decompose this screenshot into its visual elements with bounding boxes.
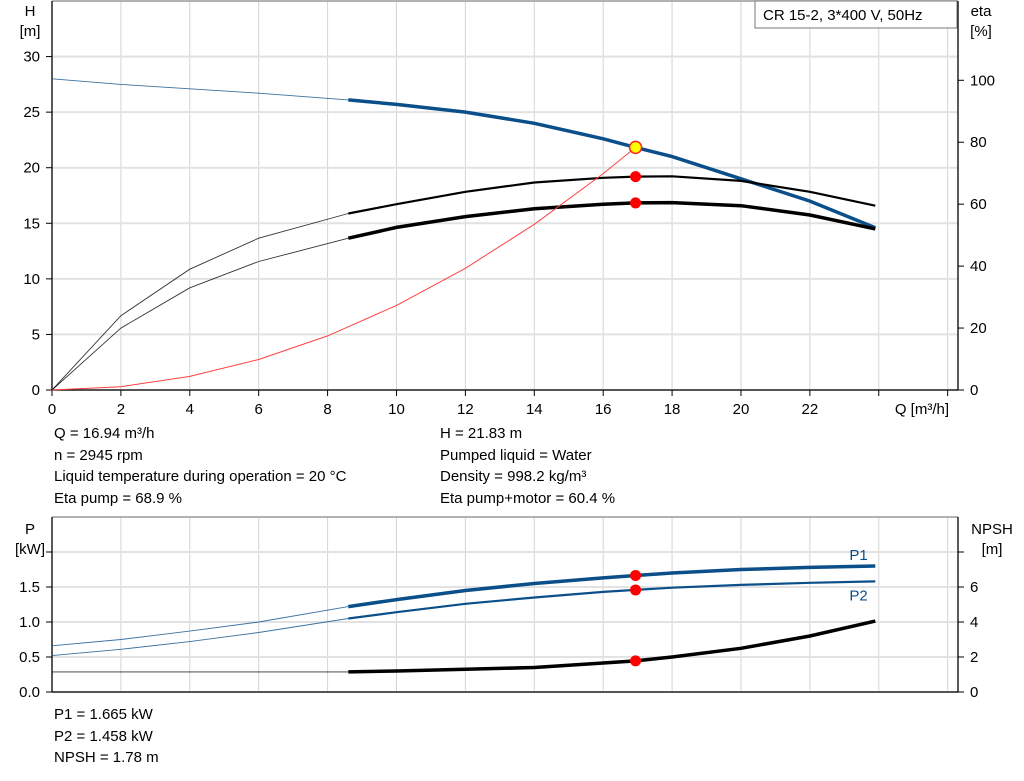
x-tick-label: 16 — [595, 401, 612, 418]
y-tick-label: 1.5 — [19, 579, 40, 596]
y2-tick-label: 40 — [970, 258, 987, 275]
series-eta_pump_motor-extended — [51, 237, 349, 391]
series-NPSH — [348, 619, 876, 674]
info-bottom: P1 = 1.665 kW P2 = 1.458 kW NPSH = 1.78 … — [54, 704, 159, 769]
y2-tick-label: 80 — [970, 134, 987, 151]
series-label-P2: P2 — [849, 587, 867, 604]
y2-tick-label: 100 — [970, 72, 995, 89]
info-eta-pump: Eta pump = 68.9 % — [54, 489, 182, 507]
x-tick-label: 0 — [48, 401, 56, 418]
info-q: Q = 16.94 m³/h — [54, 425, 155, 442]
y-axis-label: H — [25, 3, 36, 20]
y2-axis-label: NPSH — [971, 521, 1013, 538]
info-right: H = 21.83 m Pumped liquid = Water Densit… — [440, 423, 615, 509]
y-tick-label: 1.0 — [19, 614, 40, 631]
y-tick-label: 10 — [23, 271, 40, 288]
duty-point-npsh — [630, 655, 642, 667]
y-tick-label: 5 — [32, 326, 40, 343]
y-tick-label: 15 — [23, 215, 40, 232]
x-tick-label: 20 — [733, 401, 750, 418]
series-eta_pump-extended — [51, 213, 349, 391]
y-tick-label: 0.5 — [19, 649, 40, 666]
duty-point-h — [628, 140, 643, 155]
y2-axis-label: eta — [971, 3, 993, 20]
info-npsh: NPSH = 1.78 m — [54, 749, 159, 766]
y-axis-label: P — [25, 521, 35, 538]
x-tick-label: 10 — [388, 401, 405, 418]
series-P1 — [348, 564, 876, 609]
series-label-P1: P1 — [849, 547, 867, 564]
y-tick-label: 20 — [23, 160, 40, 177]
y2-tick-label: 2 — [970, 649, 978, 666]
y-tick-label: 0 — [32, 382, 40, 399]
y-tick-label: 25 — [23, 104, 40, 121]
x-tick-label: 12 — [457, 401, 474, 418]
duty-point-p1 — [630, 569, 642, 581]
info-left: Q = 16.94 m³/h n = 2945 rpm Liquid tempe… — [54, 423, 346, 509]
series-H-extended — [51, 78, 349, 101]
x-tick-label: 4 — [186, 401, 194, 418]
y2-tick-label: 0 — [970, 684, 978, 701]
y2-tick-label: 0 — [970, 382, 978, 399]
y2-axis-unit: [m] — [982, 541, 1003, 558]
info-temp: Liquid temperature during operation = 20… — [54, 468, 347, 485]
duty-point-eta-pump-motor — [630, 197, 642, 209]
info-liquid: Pumped liquid = Water — [440, 446, 592, 464]
series-P1-extended — [51, 606, 349, 647]
y2-axis-unit: [%] — [970, 23, 992, 40]
series-P2-extended — [51, 618, 349, 657]
series-H — [348, 98, 876, 230]
title-box — [754, 0, 958, 29]
y2-tick-label: 60 — [970, 196, 987, 213]
y2-tick-label: 6 — [970, 579, 978, 596]
series-P2 — [348, 580, 876, 620]
info-h: H = 21.83 m — [440, 425, 523, 442]
info-p2: P2 = 1.458 kW — [54, 727, 153, 745]
x-axis-label: Q [m³/h] — [895, 401, 949, 418]
series-eta_pump — [348, 175, 876, 215]
info-p1: P1 = 1.665 kW — [54, 706, 153, 723]
info-density: Density = 998.2 kg/m³ — [440, 468, 587, 485]
info-n: n = 2945 rpm — [54, 446, 143, 464]
y-tick-label: 0.0 — [19, 684, 40, 701]
y2-tick-label: 4 — [970, 614, 978, 631]
x-tick-label: 8 — [323, 401, 331, 418]
x-tick-label: 6 — [255, 401, 263, 418]
y2-tick-label: 20 — [970, 320, 987, 337]
duty-point-eta-pump — [630, 171, 642, 183]
y-axis-unit: [kW] — [15, 541, 45, 558]
x-tick-label: 18 — [664, 401, 681, 418]
series-eta_pump_motor — [347, 200, 876, 240]
x-tick-label: 22 — [802, 401, 819, 418]
duty-point-p2 — [630, 584, 642, 596]
x-tick-label: 2 — [117, 401, 125, 418]
title-box-text: CR 15-2, 3*400 V, 50Hz — [763, 7, 923, 24]
x-tick-label: 14 — [526, 401, 543, 418]
info-eta-pump-motor: Eta pump+motor = 60.4 % — [440, 489, 616, 507]
y-axis-unit: [m] — [20, 23, 41, 40]
y-tick-label: 30 — [23, 49, 40, 66]
series-system-curve — [51, 147, 636, 391]
